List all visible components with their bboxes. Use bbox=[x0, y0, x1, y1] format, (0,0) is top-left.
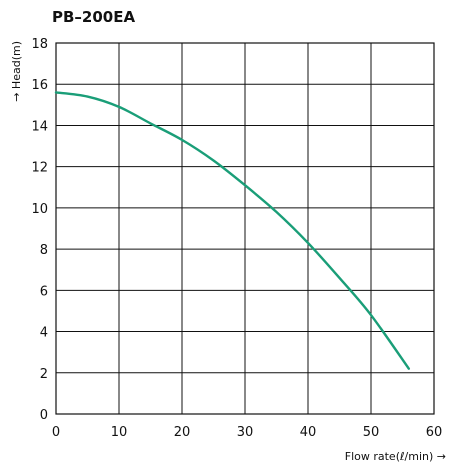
chart-title: PB–200EA bbox=[52, 8, 135, 26]
x-tick-label: 0 bbox=[52, 425, 60, 440]
series-line-0 bbox=[54, 91, 410, 370]
y-tick-label: 14 bbox=[31, 119, 48, 134]
x-tick-label: 10 bbox=[111, 425, 128, 440]
x-axis-ticks: 0 10 20 30 40 50 60 bbox=[52, 425, 442, 440]
series-layer bbox=[54, 91, 410, 370]
y-tick-label: 8 bbox=[40, 243, 48, 258]
y-tick-label: 0 bbox=[40, 408, 48, 423]
x-tick-label: 30 bbox=[237, 425, 254, 440]
y-tick-label: 2 bbox=[40, 367, 48, 382]
y-axis-ticks: 0 2 4 6 8 10 12 14 16 18 bbox=[31, 37, 48, 423]
y-tick-label: 4 bbox=[40, 326, 48, 341]
y-tick-label: 18 bbox=[31, 37, 48, 52]
x-tick-label: 50 bbox=[363, 425, 380, 440]
x-tick-label: 60 bbox=[426, 425, 443, 440]
grid bbox=[55, 42, 435, 415]
y-tick-label: 10 bbox=[31, 202, 48, 217]
x-tick-label: 20 bbox=[174, 425, 191, 440]
y-tick-label: 6 bbox=[40, 284, 48, 299]
y-tick-label: 12 bbox=[31, 161, 48, 176]
x-axis-label: Flow rate(ℓ/min) → bbox=[345, 450, 446, 463]
plot-frame bbox=[55, 42, 435, 415]
y-axis-label: → Head(m) bbox=[10, 41, 23, 102]
x-tick-label: 40 bbox=[300, 425, 317, 440]
y-tick-label: 16 bbox=[31, 78, 48, 93]
